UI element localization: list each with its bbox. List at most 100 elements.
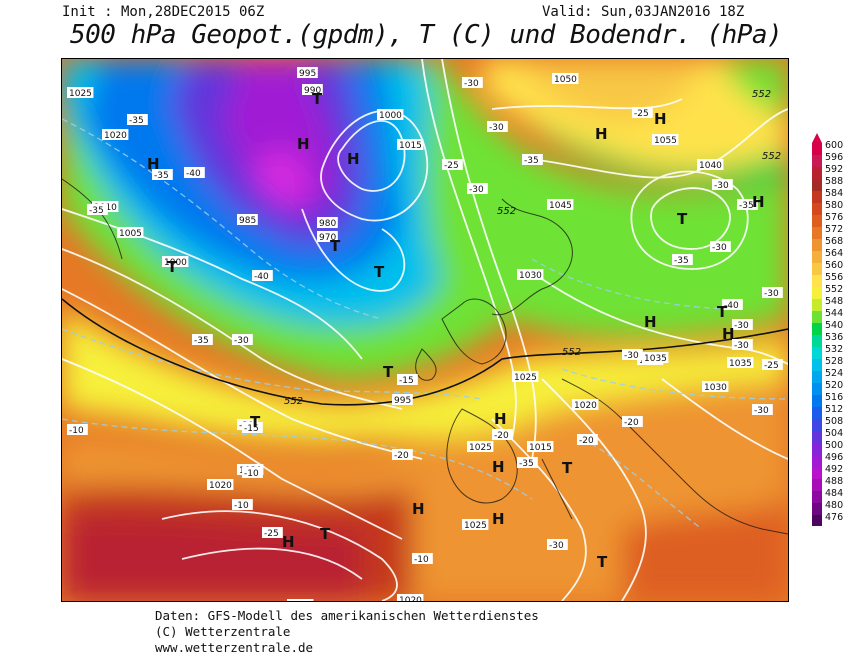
temperature-label: -25 — [442, 159, 463, 171]
high-pressure-marker: H — [492, 458, 505, 476]
pressure-label: 1025 — [512, 371, 539, 383]
svg-text:-35: -35 — [739, 201, 754, 211]
footer-data-source: Daten: GFS-Modell des amerikanischen Wet… — [155, 608, 539, 623]
temperature-label: -30 — [547, 539, 568, 551]
svg-text:-35: -35 — [524, 156, 539, 166]
temperature-label: -30 — [752, 404, 773, 416]
pressure-label: 1045 — [547, 199, 574, 211]
svg-text:1025: 1025 — [514, 373, 537, 383]
legend-swatch — [812, 263, 822, 275]
legend-swatch — [812, 371, 822, 383]
pressure-label: 1025 — [462, 519, 489, 531]
pressure-label: 1040 — [697, 159, 724, 171]
contour-label: 552 — [562, 347, 581, 358]
legend-level-label: 588 — [825, 176, 843, 187]
svg-text:-20: -20 — [394, 451, 409, 461]
pressure-label: 1025 — [287, 599, 314, 601]
legend-swatch — [812, 311, 822, 323]
legend-level-label: 592 — [825, 164, 843, 175]
legend-level-label: 528 — [825, 356, 843, 367]
pressure-label: 970 — [317, 231, 338, 243]
legend-swatch — [812, 359, 822, 371]
low-pressure-marker: T — [562, 459, 573, 477]
svg-text:1020: 1020 — [104, 131, 127, 141]
pressure-label: 995 — [297, 67, 318, 79]
pressure-label: 985 — [237, 214, 258, 226]
svg-text:-20: -20 — [494, 431, 509, 441]
legend-swatch — [812, 479, 822, 491]
svg-text:1045: 1045 — [549, 201, 572, 211]
pressure-label: 995 — [392, 394, 413, 406]
temperature-label: -30 — [622, 349, 643, 361]
contour-label: 552 — [762, 151, 781, 162]
chart-title: 500 hPa Geopot.(gpdm), T (C) und Bodendr… — [70, 20, 783, 50]
svg-text:-25: -25 — [634, 109, 649, 119]
temperature-label: -35 — [87, 204, 108, 216]
legend-level-label: 512 — [825, 404, 843, 415]
high-pressure-marker: H — [722, 325, 735, 343]
legend-swatch — [812, 143, 822, 155]
svg-text:1020: 1020 — [209, 481, 232, 491]
svg-text:1025: 1025 — [469, 443, 492, 453]
svg-text:-30: -30 — [734, 341, 749, 351]
legend-swatch — [812, 419, 822, 431]
high-pressure-marker: H — [347, 150, 360, 168]
legend-swatch — [812, 395, 822, 407]
temperature-label: -25 — [762, 359, 783, 371]
svg-text:-20: -20 — [579, 436, 594, 446]
svg-text:-35: -35 — [89, 206, 104, 216]
svg-text:995: 995 — [299, 69, 316, 79]
svg-text:995: 995 — [394, 396, 411, 406]
temperature-label: -35 — [737, 199, 758, 211]
isobar-lines — [62, 59, 788, 601]
svg-text:-30: -30 — [464, 79, 479, 89]
temperature-label: -20 — [492, 429, 513, 441]
pressure-label: 1055 — [652, 134, 679, 146]
svg-text:1000: 1000 — [164, 258, 187, 268]
temperature-label: -35 — [517, 457, 538, 469]
legend-swatch — [812, 383, 822, 395]
pressure-label: 1035 — [642, 352, 669, 364]
temperature-label: -35 — [522, 154, 543, 166]
legend-level-label: 496 — [825, 452, 843, 463]
pressure-label: 1020 — [207, 479, 234, 491]
svg-text:-35: -35 — [154, 171, 169, 181]
svg-text:-30: -30 — [712, 243, 727, 253]
legend-level-label: 552 — [825, 284, 843, 295]
legend-swatch — [812, 503, 822, 515]
legend-swatch — [812, 251, 822, 263]
temperature-label: -40 — [722, 299, 743, 311]
svg-text:-25: -25 — [444, 161, 459, 171]
low-pressure-marker: T — [312, 90, 323, 108]
svg-text:-25: -25 — [264, 529, 279, 539]
low-pressure-marker: T — [330, 237, 341, 255]
legend-swatch — [812, 431, 822, 443]
pressure-label: 1015 — [527, 441, 554, 453]
temperature-label: -10 — [242, 467, 263, 479]
pressure-label: 1025 — [67, 87, 94, 99]
pressure-label: 1005 — [117, 227, 144, 239]
legend-level-label: 504 — [825, 428, 843, 439]
legend-swatch — [812, 491, 822, 503]
temperature-label: -25 — [632, 107, 653, 119]
low-pressure-marker: T — [383, 363, 394, 381]
svg-text:1020: 1020 — [399, 596, 422, 601]
legend-arrow-top — [812, 133, 822, 143]
legend-swatch — [812, 203, 822, 215]
legend-level-label: 484 — [825, 488, 843, 499]
temperature-label: -30 — [762, 287, 783, 299]
legend-level-label: 596 — [825, 152, 843, 163]
temperature-label: -25 — [262, 527, 283, 539]
svg-text:-30: -30 — [489, 123, 504, 133]
legend-level-label: 544 — [825, 308, 843, 319]
temperature-label: -35 — [127, 114, 148, 126]
svg-text:1025: 1025 — [69, 89, 92, 99]
legend-swatch — [812, 455, 822, 467]
temperature-label: -30 — [462, 77, 483, 89]
footer-copyright: (C) Wetterzentrale — [155, 624, 291, 639]
legend-swatch — [812, 515, 822, 527]
low-pressure-marker: T — [374, 263, 385, 281]
temperature-label: -15 — [242, 422, 263, 434]
legend-level-label: 536 — [825, 332, 843, 343]
legend-level-label: 572 — [825, 224, 843, 235]
